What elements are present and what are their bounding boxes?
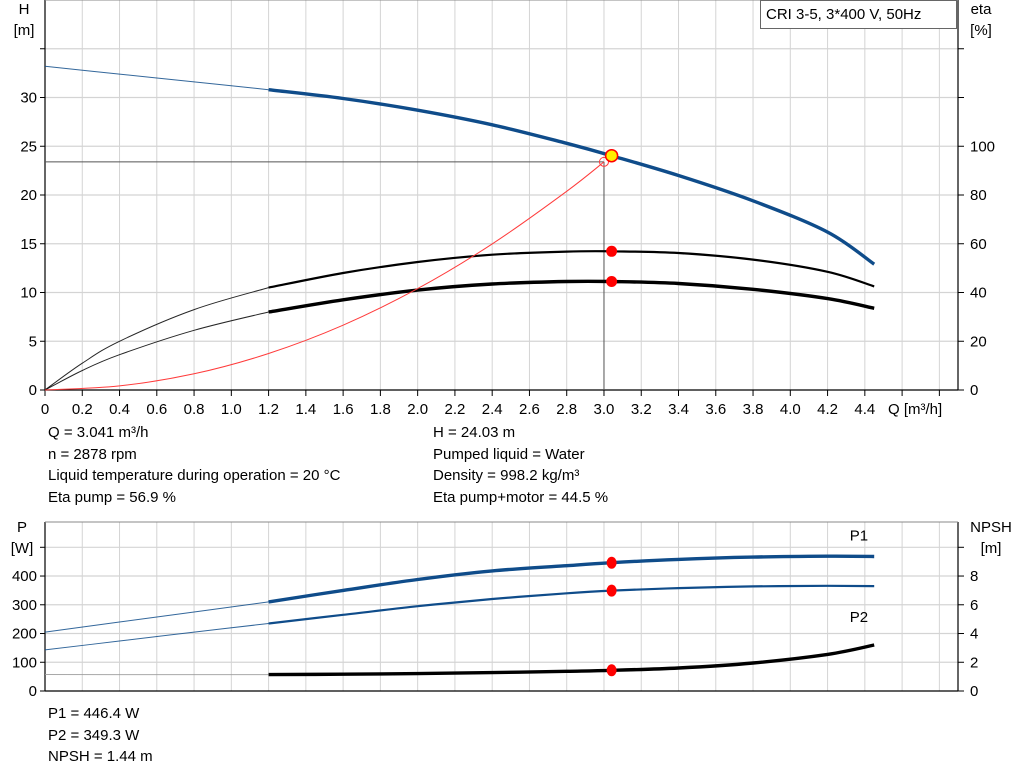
y-tick-label: 0 [29,382,37,399]
x-tick-label: 3.0 [594,401,615,418]
x-tick-label: 2.2 [444,401,465,418]
series-eta_pump_motor-extrapolated [44,311,269,391]
operating-point-marker [604,148,619,163]
series-eta_pump-extrapolated [44,287,269,391]
info-eta-pump: Eta pump = 56.9 % [48,488,176,506]
y2-tick-label: 6 [970,597,978,614]
series-label-P2: P2 [850,609,868,626]
x-tick-label: 1.8 [370,401,391,418]
y-tick-label: 0 [29,683,37,700]
info-flow: Q = 3.041 m³/h [48,424,149,441]
series-H-extrapolated [44,65,269,91]
system-curve-end-marker [598,156,609,167]
y-tick-label: 200 [12,626,37,643]
x-tick-label: 4.0 [780,401,801,418]
info-p2: P2 = 349.3 W [48,726,140,744]
y2-tick-label: 100 [970,138,995,155]
series-label-P1: P1 [850,527,868,544]
y2-tick-label: 2 [970,654,978,671]
power-npsh-panel [40,521,964,692]
y-tick-label: 20 [20,187,37,204]
y2-tick-label: 0 [970,382,978,399]
series-eta_pump [268,250,875,289]
x-tick-label: 3.6 [705,401,726,418]
y-tick-label: 100 [12,654,37,671]
y2-tick-label: 4 [970,626,978,643]
info-head: H = 24.03 m [433,424,516,441]
y-tick-label: 15 [20,236,37,253]
series-P2-extrapolated [44,623,269,651]
y2-tick-label: 0 [970,683,978,700]
y-axis-unit: [W] [11,540,34,557]
y-tick-label: 25 [20,138,37,155]
y2-axis-unit: [%] [970,22,992,39]
series-system_curve [44,161,605,391]
x-axis-label: Q [m³/h] [888,401,942,418]
series-NPSH [268,643,875,677]
y2-axis-unit: [m] [981,540,1002,557]
power-info: P1 = 446.4 W P2 = 349.3 W NPSH = 1.44 m [48,703,153,768]
y2-axis-label: NPSH [970,519,1012,536]
y-tick-label: 5 [29,333,37,350]
x-tick-label: 3.4 [668,401,689,418]
info-density: Density = 998.2 kg/m³ [433,467,580,484]
y-axis-label: P [17,519,27,536]
info-eta-pump-motor: Eta pump+motor = 44.5 % [433,488,609,506]
series-P1-extrapolated [44,601,269,633]
x-tick-label: 4.4 [854,401,875,418]
y-axis-label: H [19,1,30,18]
y2-tick-label: 80 [970,187,987,204]
x-tick-label: 0 [41,401,49,418]
p1-marker [606,556,617,569]
y2-tick-label: 40 [970,285,987,302]
operating-info-left: Q = 3.041 m³/h n = 2878 rpm Liquid tempe… [48,422,340,508]
x-tick-label: 0.4 [109,401,130,418]
x-tick-label: 3.2 [631,401,652,418]
series-eta_pump_motor [268,279,875,314]
x-tick-label: 2.4 [482,401,503,418]
info-pumped-liquid: Pumped liquid = Water [433,445,585,463]
info-p1: P1 = 446.4 W [48,705,140,722]
y-tick-label: 400 [12,568,37,585]
x-tick-label: 0.2 [72,401,93,418]
x-tick-label: 1.6 [333,401,354,418]
y2-tick-label: 20 [970,333,987,350]
info-liquid-temperature: Liquid temperature during operation = 20… [48,467,341,484]
x-tick-label: 1.0 [221,401,242,418]
info-npsh: NPSH = 1.44 m [48,748,153,765]
x-tick-label: 2.0 [407,401,428,418]
chart-title: CRI 3-5, 3*400 V, 50Hz [766,6,921,23]
series-H [268,88,876,266]
eta-pump-marker [606,245,618,257]
y-axis-unit: [m] [14,22,35,39]
eta-pump-motor-marker [606,276,618,288]
x-tick-label: 2.8 [556,401,577,418]
title-box [760,0,957,29]
head-efficiency-panel [40,0,964,396]
y2-tick-label: 8 [970,568,978,585]
operating-info-right: H = 24.03 m Pumped liquid = Water Densit… [433,422,608,508]
x-tick-label: 0.6 [146,401,167,418]
x-tick-label: 4.2 [817,401,838,418]
y2-axis-label: eta [971,1,993,18]
x-tick-label: 1.4 [295,401,316,418]
series-P1 [268,554,875,604]
y2-tick-label: 60 [970,236,987,253]
p2-marker [606,584,617,597]
series-P2 [268,584,875,625]
x-tick-label: 2.6 [519,401,540,418]
y-tick-label: 10 [20,285,37,302]
npsh-marker [606,664,617,677]
y-tick-label: 30 [20,90,37,107]
x-tick-label: 0.8 [184,401,205,418]
x-tick-label: 1.2 [258,401,279,418]
info-speed: n = 2878 rpm [48,445,137,463]
x-tick-label: 3.8 [743,401,764,418]
y-tick-label: 300 [12,597,37,614]
